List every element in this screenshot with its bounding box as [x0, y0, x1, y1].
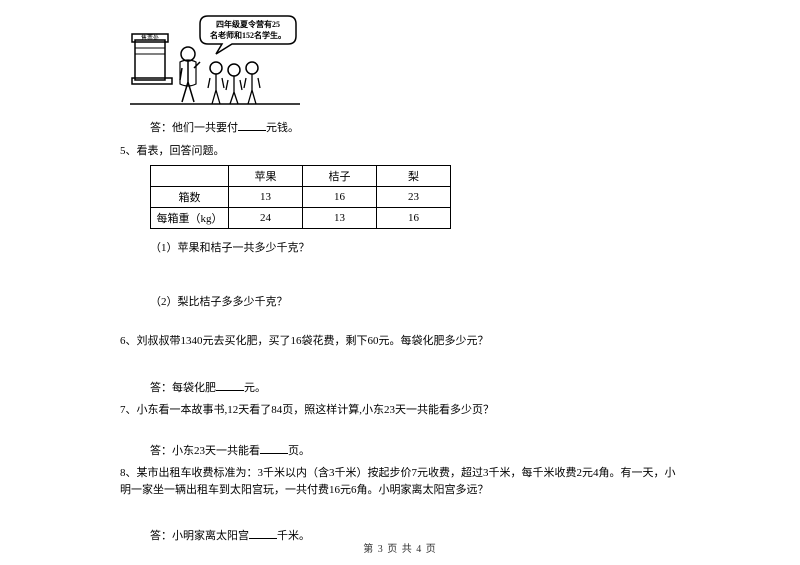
table-row: 箱数 13 16 23 [151, 187, 451, 208]
cell: 箱数 [151, 187, 229, 208]
th-apple: 苹果 [229, 166, 303, 187]
bubble-text-2: 名老师和152名学生。 [210, 30, 286, 40]
bubble-text-1: 四年级夏令营有25 [216, 19, 280, 29]
q4-answer-prefix: 答：他们一共要付 [150, 122, 238, 134]
q5-table: 苹果 桔子 梨 箱数 13 16 23 每箱重（kg） 24 13 16 [150, 165, 451, 229]
q4-answer-suffix: 元钱。 [266, 122, 299, 134]
booth-sign: 售票处 [141, 34, 159, 42]
q5-sub1: （1）苹果和桔子一共多少千克？ [150, 239, 680, 255]
table-row: 每箱重（kg） 24 13 16 [151, 208, 451, 229]
q4-blank[interactable] [238, 120, 266, 131]
th-pear: 梨 [377, 166, 451, 187]
th-orange: 桔子 [303, 166, 377, 187]
page-footer: 第 3 页 共 4 页 [0, 540, 800, 555]
q7-answer-suffix: 页。 [288, 445, 310, 457]
scene-illustration: 售票处 四年级夏令营有25 名老师和152名学生。 [130, 10, 300, 110]
cell: 13 [229, 187, 303, 208]
q8-stem: 8、某市出租车收费标准为：3千米以内（含3千米）按起步价7元收费，超过3千米，每… [120, 465, 680, 498]
cell: 每箱重（kg） [151, 208, 229, 229]
cell: 23 [377, 187, 451, 208]
q6-answer-prefix: 答：每袋化肥 [150, 382, 216, 394]
q6-blank[interactable] [216, 380, 244, 391]
th-blank [151, 166, 229, 187]
q7-stem: 7、小东看一本故事书,12天看了84页，照这样计算,小东23天一共能看多少页？ [120, 402, 680, 419]
q7-answer-prefix: 答：小东23天一共能看 [150, 445, 260, 457]
q6-answer-line: 答：每袋化肥 元。 [150, 380, 680, 397]
q7-blank[interactable] [260, 443, 288, 454]
q7-answer-line: 答：小东23天一共能看 页。 [150, 443, 680, 460]
cell: 16 [377, 208, 451, 229]
q6-stem: 6、刘叔叔带1340元去买化肥，买了16袋花费，剩下60元。每袋化肥多少元？ [120, 333, 680, 350]
q5-sub2: （2）梨比桔子多多少千克？ [150, 293, 680, 309]
q4-answer-line: 答：他们一共要付 元钱。 [150, 120, 680, 137]
q6-answer-suffix: 元。 [244, 382, 266, 394]
q8-blank[interactable] [249, 528, 277, 539]
cell: 13 [303, 208, 377, 229]
table-row: 苹果 桔子 梨 [151, 166, 451, 187]
q5-stem: 5、看表，回答问题。 [120, 143, 680, 160]
cell: 24 [229, 208, 303, 229]
cell: 16 [303, 187, 377, 208]
